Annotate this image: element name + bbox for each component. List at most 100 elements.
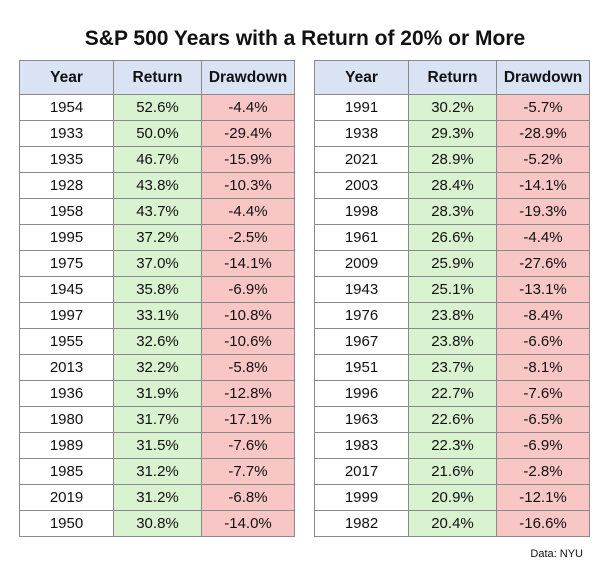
table-row: 1982 20.4% -16.6% [314, 510, 590, 537]
drawdown-cell: -10.3% [201, 172, 295, 199]
year-cell: 2003 [314, 172, 409, 199]
table-row: 1997 33.1% -10.8% [19, 302, 295, 329]
table-row: 2017 21.6% -2.8% [314, 458, 590, 485]
return-cell: 20.4% [408, 510, 497, 537]
return-cell: 28.3% [408, 198, 497, 225]
table-row: 2009 25.9% -27.6% [314, 250, 590, 277]
year-cell: 1950 [19, 510, 114, 537]
header-return: Return [113, 60, 202, 95]
year-cell: 1999 [314, 484, 409, 511]
table-row: 1936 31.9% -12.8% [19, 380, 295, 407]
drawdown-cell: -4.4% [201, 198, 295, 225]
table-row: 1967 23.8% -6.6% [314, 328, 590, 355]
year-cell: 1982 [314, 510, 409, 537]
drawdown-cell: -8.1% [496, 354, 590, 381]
return-cell: 21.6% [408, 458, 497, 485]
drawdown-cell: -14.1% [201, 250, 295, 277]
table-row: 1995 37.2% -2.5% [19, 224, 295, 251]
year-cell: 2021 [314, 146, 409, 173]
table-row: 1955 32.6% -10.6% [19, 328, 295, 355]
returns-table-right: Year Return Drawdown 1991 30.2% -5.7% 1938 2… [314, 60, 590, 537]
table-row: 1938 29.3% -28.9% [314, 120, 590, 147]
table-row: 1999 20.9% -12.1% [314, 484, 590, 511]
table-row: 1989 31.5% -7.6% [19, 432, 295, 459]
drawdown-cell: -7.7% [201, 458, 295, 485]
return-cell: 30.2% [408, 94, 497, 121]
table-row: 1951 23.7% -8.1% [314, 354, 590, 381]
drawdown-cell: -5.8% [201, 354, 295, 381]
year-cell: 2019 [19, 484, 114, 511]
drawdown-cell: -6.5% [496, 406, 590, 433]
table-row: 1998 28.3% -19.3% [314, 198, 590, 225]
year-cell: 1943 [314, 276, 409, 303]
year-cell: 1983 [314, 432, 409, 459]
year-cell: 2013 [19, 354, 114, 381]
return-cell: 31.9% [113, 380, 202, 407]
year-cell: 2009 [314, 250, 409, 277]
drawdown-cell: -10.6% [201, 328, 295, 355]
drawdown-cell: -10.8% [201, 302, 295, 329]
return-cell: 26.6% [408, 224, 497, 251]
year-cell: 1951 [314, 354, 409, 381]
year-cell: 1961 [314, 224, 409, 251]
drawdown-cell: -2.8% [496, 458, 590, 485]
header-return: Return [408, 60, 497, 95]
year-cell: 1928 [19, 172, 114, 199]
drawdown-cell: -5.2% [496, 146, 590, 173]
year-cell: 1996 [314, 380, 409, 407]
year-cell: 1933 [19, 120, 114, 147]
return-cell: 25.9% [408, 250, 497, 277]
drawdown-cell: -6.9% [201, 276, 295, 303]
drawdown-cell: -6.9% [496, 432, 590, 459]
return-cell: 22.6% [408, 406, 497, 433]
table-row: 1991 30.2% -5.7% [314, 94, 590, 121]
return-cell: 43.7% [113, 198, 202, 225]
return-cell: 32.2% [113, 354, 202, 381]
return-cell: 28.4% [408, 172, 497, 199]
drawdown-cell: -13.1% [496, 276, 590, 303]
table-row: 1943 25.1% -13.1% [314, 276, 590, 303]
table-row: 2019 31.2% -6.8% [19, 484, 295, 511]
year-cell: 1985 [19, 458, 114, 485]
return-cell: 46.7% [113, 146, 202, 173]
return-cell: 37.0% [113, 250, 202, 277]
drawdown-cell: -29.4% [201, 120, 295, 147]
table-row: 1945 35.8% -6.9% [19, 276, 295, 303]
drawdown-cell: -5.7% [496, 94, 590, 121]
table-row: 1928 43.8% -10.3% [19, 172, 295, 199]
return-cell: 29.3% [408, 120, 497, 147]
drawdown-cell: -12.1% [496, 484, 590, 511]
chart-title: S&P 500 Years with a Return of 20% or Mo… [84, 27, 526, 50]
year-cell: 1935 [19, 146, 114, 173]
year-cell: 1936 [19, 380, 114, 407]
drawdown-cell: -12.8% [201, 380, 295, 407]
table-row: 1950 30.8% -14.0% [19, 510, 295, 537]
drawdown-cell: -4.4% [496, 224, 590, 251]
header-year: Year [314, 60, 409, 95]
return-cell: 31.5% [113, 432, 202, 459]
return-cell: 33.1% [113, 302, 202, 329]
return-cell: 35.8% [113, 276, 202, 303]
table-row: 1935 46.7% -15.9% [19, 146, 295, 173]
return-cell: 32.6% [113, 328, 202, 355]
header-row: Year Return Drawdown [314, 60, 590, 95]
table-row: 1980 31.7% -17.1% [19, 406, 295, 433]
year-cell: 1995 [19, 224, 114, 251]
return-cell: 20.9% [408, 484, 497, 511]
year-cell: 1954 [19, 94, 114, 121]
table-row: 2021 28.9% -5.2% [314, 146, 590, 173]
table-row: 1954 52.6% -4.4% [19, 94, 295, 121]
table-row: 1983 22.3% -6.9% [314, 432, 590, 459]
drawdown-cell: -27.6% [496, 250, 590, 277]
return-cell: 22.7% [408, 380, 497, 407]
drawdown-cell: -4.4% [201, 94, 295, 121]
drawdown-cell: -14.1% [496, 172, 590, 199]
return-cell: 31.7% [113, 406, 202, 433]
return-cell: 22.3% [408, 432, 497, 459]
year-cell: 1991 [314, 94, 409, 121]
drawdown-cell: -8.4% [496, 302, 590, 329]
table-row: 1961 26.6% -4.4% [314, 224, 590, 251]
drawdown-cell: -17.1% [201, 406, 295, 433]
drawdown-cell: -2.5% [201, 224, 295, 251]
drawdown-cell: -6.6% [496, 328, 590, 355]
